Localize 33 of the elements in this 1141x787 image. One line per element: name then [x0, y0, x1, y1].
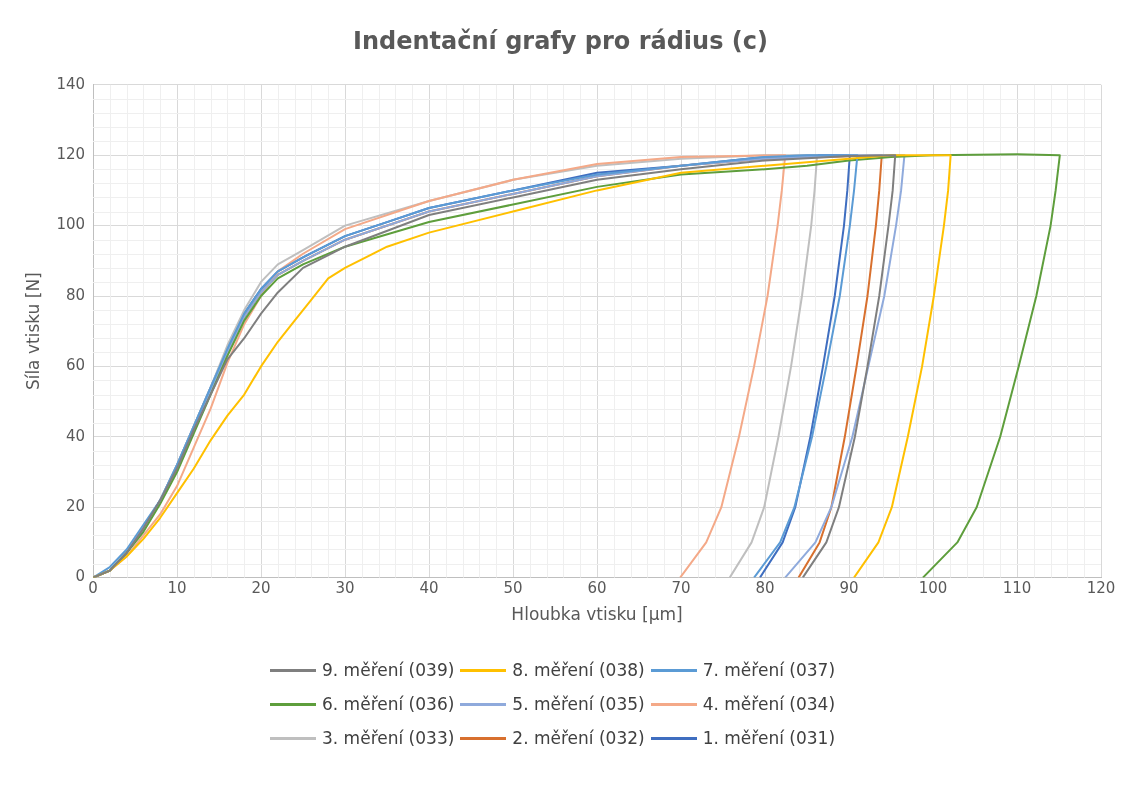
x-axis-title: Hloubka vtisku [µm]	[511, 604, 683, 625]
y-axis-title: Síla vtisku [N]	[22, 272, 43, 391]
legend-label: 7. měření (037)	[702, 660, 836, 680]
y-tick-label: 0	[75, 567, 86, 586]
x-tick-label: 20	[251, 579, 271, 598]
legend-label: 3. měření (033)	[322, 728, 455, 748]
legend-label: 9. měření (039)	[322, 660, 455, 680]
x-tick-label: 110	[1002, 579, 1032, 598]
x-tick-label: 70	[671, 579, 691, 598]
y-tick-label: 60	[65, 356, 86, 375]
x-tick-label: 80	[755, 579, 775, 598]
y-tick-label: 80	[65, 285, 86, 304]
legend-label: 1. měření (031)	[702, 728, 836, 748]
chart-title: Indentační grafy pro rádius (c)	[353, 26, 768, 55]
x-tick-label: 120	[1086, 579, 1116, 598]
x-tick-label: 100	[918, 579, 948, 598]
x-tick-label: 10	[167, 579, 187, 598]
y-tick-label: 20	[65, 497, 86, 516]
legend-label: 6. měření (036)	[322, 694, 455, 714]
legend-label: 5. měření (035)	[512, 694, 645, 714]
x-tick-label: 40	[419, 579, 439, 598]
y-tick-label: 140	[56, 74, 86, 93]
x-tick-label: 60	[587, 579, 607, 598]
legend-label: 4. měření (034)	[702, 694, 836, 714]
legend-label: 2. měření (032)	[512, 728, 645, 748]
x-tick-label: 90	[839, 579, 859, 598]
x-tick-label: 30	[335, 579, 355, 598]
x-tick-label: 50	[503, 579, 523, 598]
legend-label: 8. měření (038)	[512, 660, 645, 680]
y-tick-label: 100	[56, 215, 86, 234]
x-tick-label: 0	[88, 579, 98, 598]
y-tick-label: 120	[56, 145, 86, 164]
y-tick-label: 40	[65, 426, 86, 445]
